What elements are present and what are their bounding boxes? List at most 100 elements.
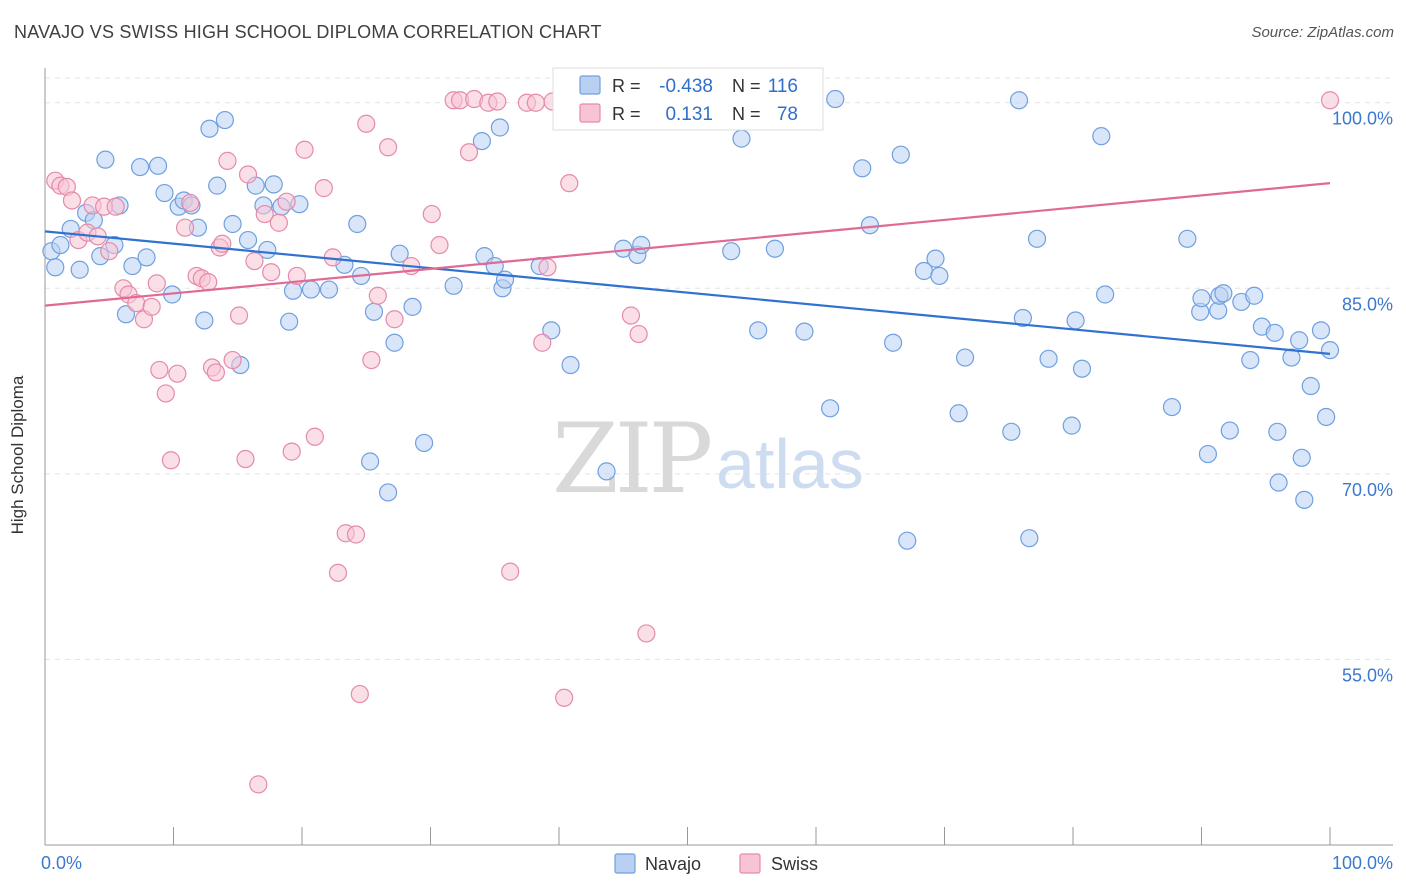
swiss-point-44 — [305, 427, 324, 446]
swiss-point-49 — [346, 525, 366, 544]
swiss-point-71 — [555, 688, 574, 707]
x-tick-label-1: 100.0% — [1332, 853, 1393, 873]
watermark-atlas: atlas — [716, 425, 864, 503]
navajo-point-16 — [155, 183, 174, 203]
y-tick-label-2: 85.0% — [1342, 294, 1393, 314]
navajo-point-31 — [258, 240, 277, 260]
watermark: ZIP atlas — [552, 403, 864, 515]
swiss-point-61 — [459, 143, 479, 162]
trend-lines — [44, 182, 1331, 355]
navajo-point-72 — [860, 216, 880, 235]
swiss-point-52 — [362, 350, 381, 370]
swiss-point-53 — [368, 286, 387, 305]
chart-title: NAVAJO VS SWISS HIGH SCHOOL DIPLOMA CORR… — [14, 22, 602, 42]
navajo-point-71 — [853, 159, 872, 178]
navajo-point-32 — [264, 175, 283, 194]
navajo-point-79 — [949, 404, 968, 423]
swiss-point-74 — [621, 306, 641, 325]
swiss-point-43 — [295, 140, 314, 159]
navajo-point-77 — [926, 249, 945, 268]
navajo-point-112 — [1301, 376, 1320, 396]
navajo-point-96 — [1198, 444, 1218, 464]
navajo-point-90 — [1092, 127, 1111, 146]
swiss-point-34 — [238, 165, 258, 184]
axes — [44, 68, 1393, 846]
legend-top: R = -0.438 N = 116 R = 0.131 N = 78 — [552, 67, 824, 131]
navajo-point-99 — [1214, 284, 1233, 303]
navajo-point-13 — [130, 157, 150, 177]
navajo-point-57 — [542, 321, 561, 340]
swiss-point-35 — [245, 251, 264, 271]
watermark-zip: ZIP — [552, 403, 711, 515]
navajo-point-42 — [361, 452, 380, 471]
navajo-point-34 — [280, 312, 299, 331]
swiss-point-51 — [357, 114, 376, 133]
navajo-point-50 — [472, 131, 491, 151]
legend-bottom-swatch-swiss — [739, 853, 761, 874]
navajo-point-8 — [96, 150, 115, 169]
navajo-point-70 — [826, 89, 845, 109]
navajo-point-40 — [348, 214, 367, 234]
navajo-point-68 — [795, 322, 814, 341]
legend-r-value-navajo: -0.438 — [659, 76, 713, 97]
navajo-point-100 — [1220, 421, 1239, 440]
swiss-point-33 — [236, 449, 255, 469]
swiss-point-55 — [385, 310, 404, 329]
navajo-point-109 — [1290, 331, 1309, 350]
navajo-point-105 — [1265, 323, 1284, 342]
navajo-point-64 — [732, 129, 751, 148]
navajo-point-81 — [1002, 422, 1021, 441]
navajo-point-73 — [883, 333, 903, 352]
legend-n-value-navajo: 116 — [768, 76, 798, 97]
navajo-point-110 — [1292, 448, 1311, 467]
x-tick-label-0: 0.0% — [41, 853, 82, 873]
swiss-point-21 — [175, 218, 195, 237]
navajo-point-85 — [1027, 229, 1047, 248]
navajo-point-92 — [1162, 397, 1182, 417]
swiss-point-40 — [277, 192, 296, 211]
navajo-point-102 — [1241, 350, 1260, 370]
navajo-point-103 — [1245, 286, 1264, 305]
navajo-point-62 — [632, 235, 651, 255]
swiss-point-65 — [501, 562, 520, 581]
navajo-point-75 — [898, 531, 917, 550]
swiss-point-31 — [223, 350, 242, 370]
legend-bottom-swatch-navajo — [614, 853, 636, 874]
navajo-point-44 — [378, 483, 398, 502]
navajo-point-11 — [116, 305, 136, 324]
navajo-point-82 — [1009, 91, 1029, 110]
swiss-point-47 — [328, 563, 348, 582]
swiss-point-10 — [106, 197, 125, 216]
legend-swatch-navajo — [579, 75, 601, 95]
swiss-point-50 — [350, 684, 369, 704]
swiss-point-41 — [282, 442, 301, 461]
navajo-point-86 — [1039, 349, 1058, 368]
swiss-point-9 — [100, 242, 119, 261]
navajo-point-35 — [283, 281, 303, 300]
navajo-point-12 — [123, 256, 142, 276]
navajo-point-87 — [1062, 416, 1081, 435]
navajo-point-26 — [223, 214, 242, 234]
navajo-point-47 — [403, 297, 422, 316]
legend-n-label-navajo: N = — [732, 76, 761, 96]
swiss-point-58 — [430, 235, 449, 255]
swiss-point-54 — [378, 138, 398, 157]
navajo-point-58 — [561, 355, 580, 375]
swiss-point-64 — [488, 92, 507, 111]
navajo-point-84 — [1020, 529, 1039, 548]
legend-bottom-label-swiss: Swiss — [771, 854, 818, 874]
swiss-point-19 — [161, 451, 181, 470]
legend-swatch-swiss — [579, 103, 601, 123]
navajo-point-69 — [821, 399, 840, 418]
navajo-point-88 — [1066, 311, 1085, 330]
navajo-point-53 — [490, 118, 509, 137]
navajo-point-65 — [749, 321, 768, 340]
navajo-point-15 — [148, 156, 168, 175]
navajo-point-59 — [597, 462, 616, 481]
swiss-point-77 — [1320, 91, 1340, 110]
navajo-point-38 — [319, 280, 339, 299]
legend-n-value-swiss: 78 — [777, 104, 798, 125]
navajo-point-37 — [301, 280, 321, 299]
swiss-point-16 — [147, 274, 166, 293]
